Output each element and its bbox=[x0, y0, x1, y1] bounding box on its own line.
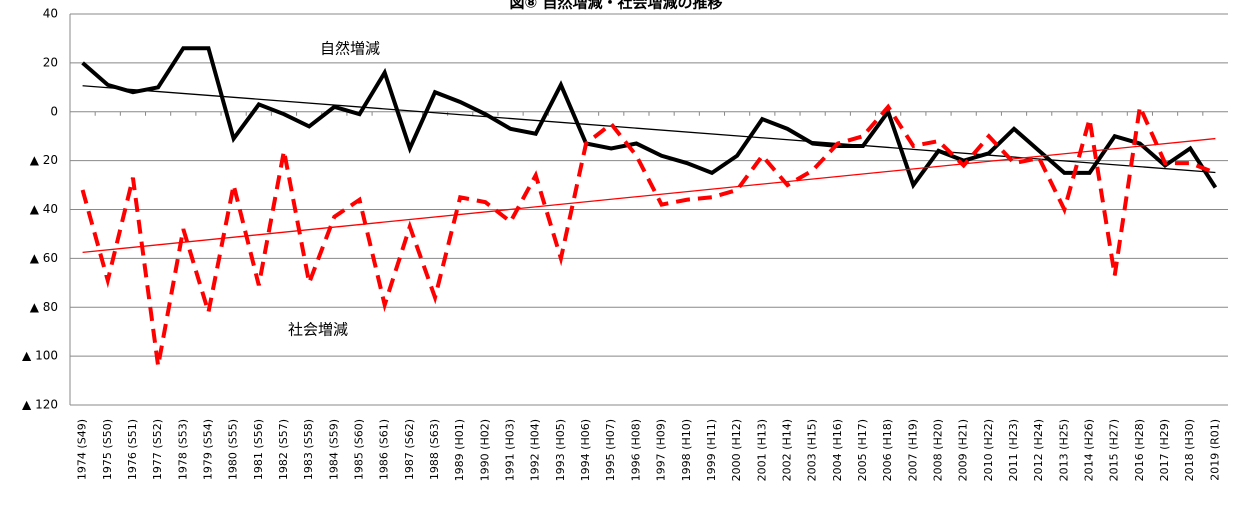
x-tick-label: 1998 (H10) bbox=[680, 419, 693, 481]
x-tick-label: 1974 (S49) bbox=[76, 419, 89, 480]
x-tick-label: 1977 (S52) bbox=[151, 419, 164, 480]
series-line bbox=[81, 46, 1218, 190]
x-tick-label: 1993 (H05) bbox=[554, 419, 567, 481]
x-tick-label: 2003 (H15) bbox=[806, 419, 819, 481]
x-tick-label: 1989 (H01) bbox=[453, 419, 466, 481]
x-tick-label: 2004 (H16) bbox=[831, 419, 844, 481]
x-tick-label: 1997 (H09) bbox=[655, 419, 668, 481]
x-tick-label: 2012 (H24) bbox=[1032, 419, 1045, 481]
x-tick-label: 1986 (S61) bbox=[378, 419, 391, 480]
x-tick-label: 1994 (H06) bbox=[579, 419, 592, 481]
x-tick-label: 2015 (H27) bbox=[1108, 419, 1121, 481]
x-tick-label: 2016 (H28) bbox=[1133, 419, 1146, 481]
y-tick-label: 0 bbox=[50, 104, 58, 118]
series-line bbox=[80, 99, 1217, 367]
y-tick-label: ▲ 120 bbox=[22, 398, 58, 412]
x-tick-label: 1975 (S50) bbox=[101, 419, 114, 480]
y-tick-label: ▲ 20 bbox=[30, 153, 58, 167]
x-tick-label: 1987 (S62) bbox=[403, 419, 416, 480]
x-tick-label: 2013 (H25) bbox=[1057, 419, 1070, 481]
chart-title: 図⑧ 自然増減・社会増減の推移 bbox=[510, 0, 723, 12]
x-tick-label: 2006 (H18) bbox=[881, 419, 894, 481]
x-tick-label: 1983 (S58) bbox=[302, 419, 315, 480]
x-tick-label: 1982 (S57) bbox=[277, 419, 290, 480]
x-tick-label: 2000 (H12) bbox=[730, 419, 743, 481]
trend-line bbox=[82, 137, 1216, 254]
x-tick-label: 2005 (H17) bbox=[856, 419, 869, 481]
x-tick-label: 1985 (S60) bbox=[353, 419, 366, 480]
x-tick-label: 2007 (H19) bbox=[906, 419, 919, 481]
x-tick-label: 1990 (H02) bbox=[478, 419, 491, 481]
y-tick-label: ▲ 60 bbox=[30, 251, 58, 265]
y-tick-label: ▲ 80 bbox=[30, 300, 58, 314]
x-tick-label: 2008 (H20) bbox=[932, 419, 945, 481]
x-tick-label: 1980 (S55) bbox=[227, 419, 240, 480]
x-tick-label: 1999 (H11) bbox=[705, 419, 718, 481]
y-tick-label: 40 bbox=[43, 7, 58, 21]
x-tick-label: 2017 (H29) bbox=[1158, 419, 1171, 481]
trend-line bbox=[82, 85, 1216, 174]
x-tick-label: 1976 (S51) bbox=[126, 419, 139, 480]
y-tick-label: ▲ 40 bbox=[30, 202, 58, 216]
x-tick-label: 1995 (H07) bbox=[604, 419, 617, 481]
x-tick-label: 2018 (H30) bbox=[1183, 419, 1196, 481]
x-tick-label: 1978 (S53) bbox=[176, 419, 189, 480]
y-tick-label: 20 bbox=[43, 55, 58, 69]
annotation: 自然増減 bbox=[320, 40, 380, 58]
x-tick-label: 2011 (H23) bbox=[1007, 419, 1020, 481]
x-tick-label: 2010 (H22) bbox=[982, 419, 995, 481]
x-tick-label: 1979 (S54) bbox=[201, 419, 214, 480]
x-tick-label: 1984 (S59) bbox=[327, 419, 340, 480]
x-tick-label: 2002 (H14) bbox=[780, 419, 793, 481]
x-tick-label: 2014 (H26) bbox=[1083, 419, 1096, 481]
x-tick-label: 1991 (H03) bbox=[504, 419, 517, 481]
x-tick-label: 1988 (S63) bbox=[428, 419, 441, 480]
y-tick-label: ▲ 100 bbox=[22, 349, 58, 363]
x-tick-label: 2001 (H13) bbox=[755, 419, 768, 481]
x-tick-label: 2019 (R01) bbox=[1208, 419, 1221, 481]
x-tick-label: 1981 (S56) bbox=[252, 419, 265, 480]
x-tick-label: 1996 (H08) bbox=[629, 419, 642, 481]
x-tick-label: 2009 (H21) bbox=[957, 419, 970, 481]
x-tick-label: 1992 (H04) bbox=[529, 419, 542, 481]
annotation: 社会増減 bbox=[288, 321, 348, 339]
